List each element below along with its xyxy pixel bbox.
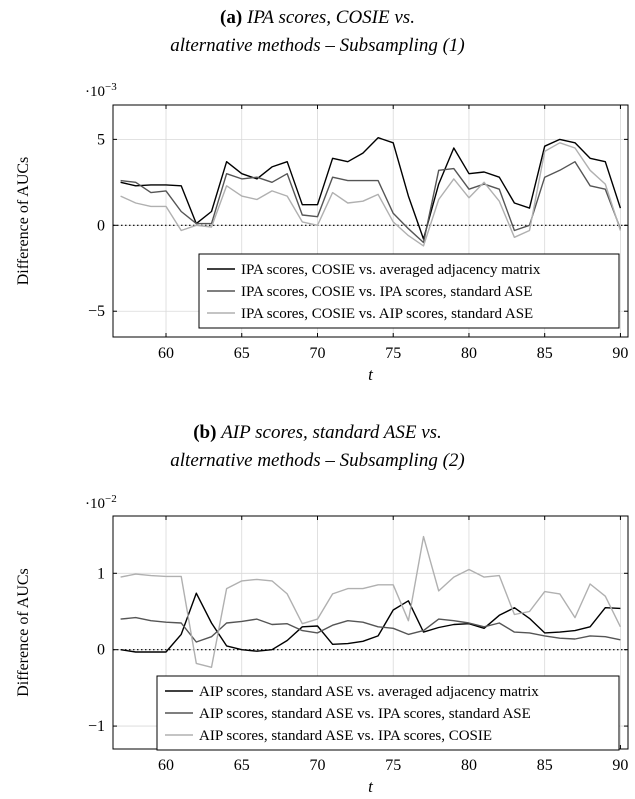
panel-a-x-axis-label: t: [368, 365, 374, 384]
panel-b-title-line2: alternative methods – Subsampling (2): [170, 450, 465, 471]
panel-a-title-line2: alternative methods – Subsampling (1): [170, 35, 465, 56]
panel-a-x-tick-label: 80: [461, 345, 477, 362]
panel-a-series-line-3: [120, 142, 622, 247]
panel-b-y-tick-label: −1: [88, 718, 105, 735]
panel-b-legend-label-3: AIP scores, standard ASE vs. IPA scores,…: [199, 728, 492, 744]
panel-b-plot: 60 65 70 75 80 85 90 1 0 −1 ·10−2 t Difference of AU…: [15, 493, 629, 796]
panel-b-series-line-1: [120, 592, 621, 653]
panel-b-legend-label-2: AIP scores, standard ASE vs. IPA scores,…: [199, 706, 531, 722]
panel-a-scale-exponent: −3: [105, 81, 117, 93]
panel-b-x-tick-label: 80: [461, 757, 477, 774]
panel-a-scale-label: ·10−3: [85, 81, 117, 100]
panel-a-y-tick-label: 5: [97, 131, 105, 148]
panel-a-title: (a) IPA scores, COSIE vs. alternative me…: [0, 4, 635, 60]
panel-a-x-tick-label: 65: [234, 345, 250, 362]
panel-a-legend-label-2: IPA scores, COSIE vs. IPA scores, standa…: [241, 284, 532, 300]
panel-b-title-line1: AIP scores, standard ASE vs.: [221, 422, 442, 443]
panel-b-y-axis-label: Difference of AUCs: [15, 568, 32, 697]
panel-b-y-tick-label: 0: [97, 642, 105, 659]
panel-b-title: (b) AIP scores, standard ASE vs. alterna…: [0, 419, 635, 475]
panel-b-x-tick-label: 75: [385, 757, 401, 774]
panel-a-legend-label-3: IPA scores, COSIE vs. AIP scores, standa…: [241, 306, 533, 322]
panel-b-legend-box: [156, 675, 620, 751]
panel-b-x-tick-label: 85: [537, 757, 553, 774]
panel-a-series-line-2: [120, 160, 622, 244]
panel-a-x-tick-label: 60: [158, 345, 174, 362]
panel-a-y-tick-label: −5: [88, 303, 105, 320]
panel-a-label: (a): [220, 7, 243, 28]
panel-a-x-tick-label: 75: [385, 345, 401, 362]
panel-b-series-line-2: [120, 616, 621, 643]
panel-b-x-axis-label: t: [368, 777, 374, 796]
panel-a-x-tick-label: 85: [537, 345, 553, 362]
panel-b-x-tick-label: 65: [234, 757, 250, 774]
panel-b-scale-label: ·10−2: [85, 493, 117, 512]
panel-a-legend-label-1: IPA scores, COSIE vs. averaged adjacency…: [241, 262, 541, 278]
panel-a-y-axis-label: Difference of AUCs: [15, 157, 32, 286]
panel-a-plot: 60 65 70 75 80 85 90 5 0 −5 ·10−3 t Difference of AU…: [15, 81, 629, 384]
panel-a-y-tick-label: 0: [97, 217, 105, 234]
panel-b-label: (b): [193, 422, 217, 443]
panel-b-x-tick-label: 60: [158, 757, 174, 774]
panel-b-scale-exponent: −2: [105, 493, 117, 505]
panel-a-x-tick-label: 90: [612, 345, 628, 362]
panel-b-legend-label-1: AIP scores, standard ASE vs. averaged ad…: [199, 684, 539, 700]
panel-a-title-line1: IPA scores, COSIE vs.: [246, 7, 415, 28]
panel-b-x-tick-label: 70: [309, 757, 325, 774]
panel-b-x-tick-label: 90: [612, 757, 628, 774]
panel-b-series-line-3: [120, 535, 622, 668]
panel-b-y-tick-label: 1: [97, 565, 105, 582]
panel-a-axes-frame: [112, 104, 629, 338]
panel-a-legend-box: [198, 253, 620, 329]
panel-a-series-line-1: [120, 136, 622, 240]
panel-a-x-tick-label: 70: [309, 345, 325, 362]
